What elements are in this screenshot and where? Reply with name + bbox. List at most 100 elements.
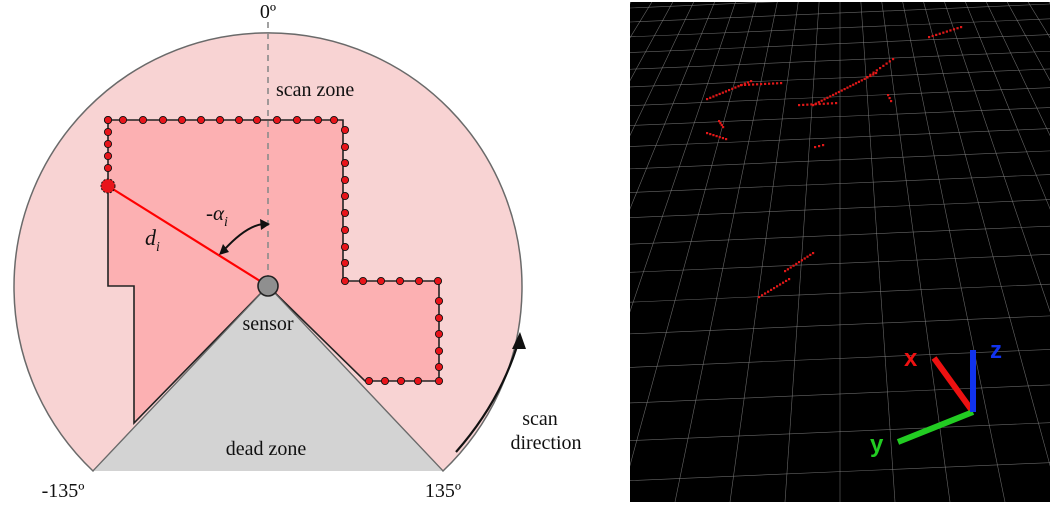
laser-point — [832, 94, 834, 96]
laser-point — [750, 80, 752, 82]
scan-point — [414, 377, 421, 384]
laser-point — [818, 101, 820, 103]
scan-point — [435, 377, 442, 384]
scan-point — [341, 259, 348, 266]
scan-point — [341, 192, 348, 199]
laser-point — [712, 95, 714, 97]
scan-point — [341, 143, 348, 150]
laser-point — [886, 63, 888, 65]
laser-point — [889, 60, 891, 62]
laser-point — [928, 36, 930, 38]
laser-point — [772, 82, 774, 84]
scan-point — [381, 377, 388, 384]
angle-label-sub: i — [224, 215, 228, 230]
scan-point — [104, 152, 111, 159]
laser-point — [795, 263, 797, 265]
laser-point — [731, 88, 733, 90]
laser-point — [752, 83, 754, 85]
scan-zone-label: scan zone — [276, 79, 354, 101]
laser-point — [798, 261, 800, 263]
laser-point — [709, 133, 711, 135]
laser-point — [822, 144, 824, 146]
scan-point — [341, 159, 348, 166]
laser-point — [827, 102, 829, 104]
scan-point — [435, 297, 442, 304]
laser-point — [823, 103, 825, 105]
detected-point — [101, 179, 115, 193]
laser-point — [760, 83, 762, 85]
laser-point — [949, 29, 951, 31]
laser-point — [939, 33, 941, 35]
scan-point — [104, 140, 111, 147]
distance-label-sub: i — [156, 240, 160, 255]
scan-point — [377, 277, 384, 284]
laser-point — [835, 102, 837, 104]
laser-point — [809, 254, 811, 256]
point-cloud-svg: x y z — [630, 2, 1050, 502]
laser-point — [780, 82, 782, 84]
scan-point — [197, 116, 204, 123]
scan-point — [341, 176, 348, 183]
laser-point — [768, 83, 770, 85]
angle-label-main: -α — [206, 201, 225, 225]
point-cloud-viewer[interactable]: x y z — [630, 2, 1050, 502]
laser-point — [740, 84, 742, 86]
laser-point — [806, 256, 808, 258]
laser-point — [942, 32, 944, 34]
laser-point — [715, 94, 717, 96]
scan-point — [216, 116, 223, 123]
laser-point — [764, 292, 766, 294]
scan-diagram-svg: 0º -135º 135º scan zone sensor dead zone… — [0, 0, 600, 502]
scan-point — [235, 116, 242, 123]
laser-point — [719, 93, 721, 95]
laser-point — [887, 94, 889, 96]
laser-point — [790, 266, 792, 268]
laser-point — [852, 84, 854, 86]
laser-point — [841, 89, 843, 91]
scan-point — [435, 347, 442, 354]
laser-point — [866, 76, 868, 78]
laser-point — [712, 134, 714, 136]
scan-point — [435, 314, 442, 321]
scan-point — [139, 116, 146, 123]
laser-point — [801, 259, 803, 261]
z-axis-label: z — [990, 337, 1002, 364]
laser-point — [770, 289, 772, 291]
laser-point — [821, 100, 823, 102]
scan-point — [435, 330, 442, 337]
laser-point — [747, 81, 749, 83]
laser-point — [815, 103, 817, 105]
laser-point — [718, 120, 720, 122]
laser-point — [709, 97, 711, 99]
laser-point — [773, 287, 775, 289]
laser-point — [875, 72, 877, 74]
scan-point — [159, 116, 166, 123]
laser-point — [725, 138, 727, 140]
laser-point — [855, 82, 857, 84]
scan-point — [119, 116, 126, 123]
scan-point — [330, 116, 337, 123]
laser-point — [706, 132, 708, 134]
scan-point — [104, 164, 111, 171]
angle-right-label: 135º — [425, 480, 461, 502]
laser-point — [788, 278, 790, 280]
scan-point — [314, 116, 321, 123]
laser-point — [956, 27, 958, 29]
laser-point — [706, 98, 708, 100]
laser-point — [806, 104, 808, 106]
scan-point — [104, 116, 111, 123]
laser-point — [798, 104, 800, 106]
laser-point — [787, 268, 789, 270]
y-axis-label: y — [870, 431, 884, 458]
scan-point — [293, 116, 300, 123]
scan-point — [104, 128, 111, 135]
scan-point — [273, 116, 280, 123]
laser-point — [722, 137, 724, 139]
laser-point — [838, 91, 840, 93]
laser-point — [719, 122, 721, 124]
laser-point — [932, 35, 934, 37]
laser-point — [892, 58, 894, 60]
scan-point — [397, 377, 404, 384]
scan-direction-label-line2: direction — [510, 432, 581, 454]
laser-point — [879, 67, 881, 69]
